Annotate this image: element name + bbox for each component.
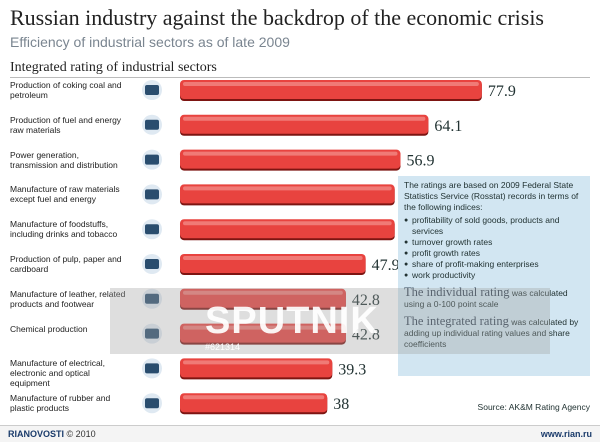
category-label: Production of fuel and energy raw materi… <box>10 114 122 135</box>
page-title: Russian industry against the backdrop of… <box>10 5 544 30</box>
footer-brand: RIANOVOSTI <box>8 429 65 439</box>
oil-pump-icon <box>142 114 162 135</box>
footer-site-link[interactable]: www.rian.ru <box>540 429 592 439</box>
info-box: The ratings are based on 2009 Federal St… <box>398 176 590 376</box>
individual-rating-heading: The individual rating <box>404 285 510 299</box>
individual-rating-note: The individual rating was calculated usi… <box>404 285 584 310</box>
icon-shape <box>145 154 159 165</box>
source-note: Source: AK&M Rating Agency <box>477 402 590 412</box>
icon-shape <box>145 259 159 269</box>
chart-title: Integrated rating of industrial sectors <box>10 60 217 75</box>
bar-highlight <box>183 256 363 260</box>
category-label: Chemical production <box>10 323 88 334</box>
bar-highlight <box>183 82 479 86</box>
category-label: Production of coking coal and petroleum <box>10 80 122 100</box>
bar-highlight <box>183 325 343 330</box>
title-divider <box>10 77 590 78</box>
info-intro: The ratings are based on 2009 Federal St… <box>404 180 579 212</box>
footer-copyright: © 2010 <box>66 429 96 439</box>
icon-shape <box>145 328 159 339</box>
bar-value-label: 42.8 <box>352 292 380 309</box>
category-label: Production of pulp, paper and cardboard <box>10 254 122 274</box>
bar-value-label: 47.9 <box>372 257 400 274</box>
info-index-item: profitability of sold goods, products an… <box>404 215 584 237</box>
bar-highlight <box>183 395 325 400</box>
bar-value-label: 39.3 <box>338 361 366 378</box>
info-index-list: profitability of sold goods, products an… <box>404 215 584 281</box>
icon-shape <box>145 224 159 235</box>
shoe-icon <box>142 288 162 309</box>
bar-highlight <box>183 116 426 121</box>
category-label: Manufacture of raw materials except fuel… <box>10 184 120 205</box>
bar-value-label: 42.8 <box>352 327 380 344</box>
bar-highlight <box>183 360 330 365</box>
icon-shape <box>145 189 159 200</box>
bar-highlight <box>183 290 343 295</box>
excavator-icon <box>142 184 162 205</box>
bar-value-label: 77.9 <box>488 83 516 100</box>
watermark-id: #621314 <box>205 342 241 352</box>
icon-shape <box>145 293 159 304</box>
integrated-rating-heading: The integrated rating <box>404 314 509 328</box>
bar-highlight <box>183 151 398 156</box>
pulp-roll-icon <box>142 254 162 274</box>
category-label: Manufacture of leather, related products… <box>10 288 126 309</box>
category-label: Manufacture of foodstuffs, including dri… <box>10 219 118 240</box>
bar-value-label: 64.1 <box>434 118 462 135</box>
power-line-icon <box>142 149 162 170</box>
info-index-item: share of profit-making enterprises <box>404 259 584 270</box>
icon-shape <box>145 398 159 409</box>
bar-highlight <box>183 221 392 226</box>
light-bulb-icon <box>142 358 162 379</box>
icon-shape <box>145 85 159 95</box>
integrated-rating-text: was calculated by adding up individual r… <box>404 317 579 349</box>
saw-blade-icon <box>142 393 162 414</box>
info-index-item: turnover growth rates <box>404 237 584 248</box>
icon-shape <box>145 363 159 374</box>
flask-icon <box>142 323 162 344</box>
bar-value-label: 38 <box>333 396 349 413</box>
integrated-rating-note: The integrated rating was calculated by … <box>404 314 584 350</box>
bar-value-label: 56.9 <box>406 153 434 170</box>
tank-car-icon <box>142 80 162 100</box>
info-index-item: work productivity <box>404 270 584 281</box>
page-subtitle: Efficiency of industrial sectors as of l… <box>10 34 290 50</box>
icon-shape <box>145 119 159 130</box>
category-label: Manufacture of electrical, electronic an… <box>10 358 105 389</box>
individual-rating-text: was calculated using a 0-100 point scale <box>404 288 568 309</box>
footer-credit: RIANOVOSTI © 2010 <box>8 429 96 439</box>
category-label: Manufacture of rubber and plastic produc… <box>10 393 111 414</box>
bar-highlight <box>183 186 392 191</box>
food-can-icon <box>142 219 162 240</box>
category-label: Power generation, transmission and distr… <box>10 149 118 170</box>
footer: RIANOVOSTI © 2010 www.rian.ru <box>0 425 600 442</box>
watermark-band <box>110 288 550 354</box>
info-index-item: profit growth rates <box>404 248 584 259</box>
watermark-text: SPUTNIK <box>205 300 379 342</box>
